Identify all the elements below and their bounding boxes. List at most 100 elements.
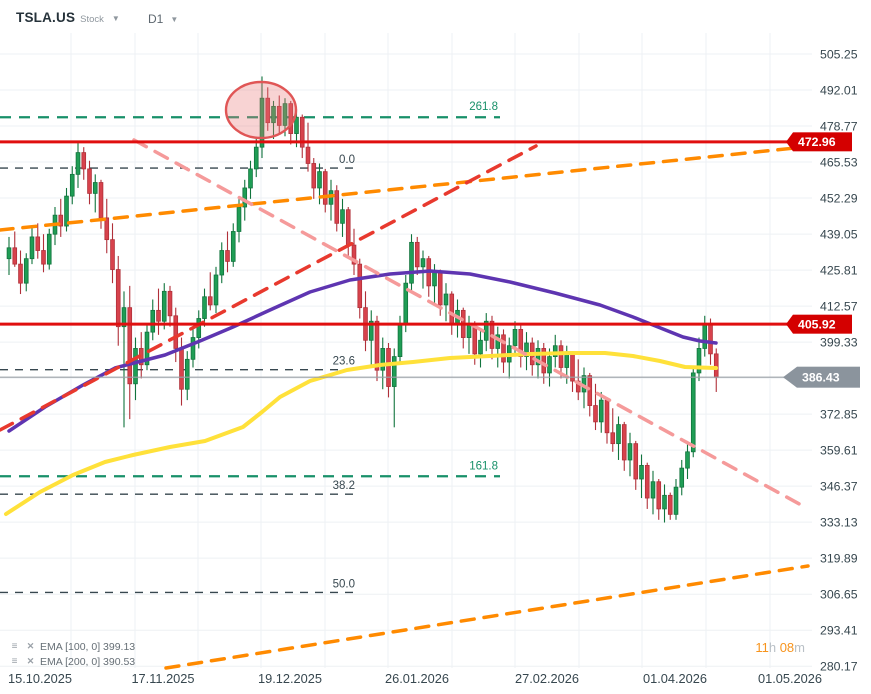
candle-body [110,239,115,270]
candle [115,255,121,346]
candle [690,367,696,458]
candle-body [253,146,259,170]
candle [345,207,351,256]
price-tag-red-box [793,314,852,334]
candle-body [242,187,248,208]
candle-body [29,236,35,260]
candle-body [673,486,679,515]
candle [679,459,685,496]
candle [667,492,673,520]
price-tag-red-text: 405.92 [798,318,836,332]
indicator-settings-icon[interactable]: ≡ [11,656,18,667]
countdown-minutes: 08 [779,640,795,655]
candle [340,198,345,237]
candle-body [368,320,374,341]
countdown-hours: 11 [755,640,769,655]
candle-body [225,250,230,262]
trendline-ascending-red [0,144,538,432]
price-tag-red [786,132,852,152]
candle-body [501,334,506,363]
candle-body [173,315,179,349]
candle-body [144,331,150,366]
candle-body [478,339,483,355]
candle [202,288,207,327]
price-axis-label: 319.89 [820,551,858,565]
candle [621,421,627,471]
candle [656,479,662,520]
indicator-close-icon[interactable]: ✕ [26,641,35,651]
candle-body [593,405,598,423]
candle-body [58,214,64,227]
time-axis-label: 01.04.2026 [643,671,707,686]
candle-body [81,152,87,170]
candle-body [104,217,110,241]
candle [587,372,593,417]
price-axis-label: 492.01 [820,83,858,97]
candle [518,323,524,368]
candle-body [75,152,81,175]
candle [685,443,690,479]
candle-body [644,464,650,499]
candle [81,147,87,180]
indicator-settings-icon[interactable]: ≡ [11,641,18,652]
price-axis-label: 465.53 [820,155,858,169]
candle [311,158,317,199]
price-axis-label: 505.25 [820,47,858,61]
time-axis-label: 26.01.2026 [385,671,449,686]
candle [173,307,179,363]
candle-body [46,233,52,265]
time-axis-label: 17.11.2025 [131,671,194,686]
candle-body [662,494,667,510]
indicator-label: EMA [200, 0] 390.53 [40,655,136,668]
indicator-close-icon[interactable]: ✕ [26,656,35,666]
candle-body [685,451,690,469]
price-axis-label: 412.57 [820,299,858,313]
candle [190,329,196,368]
candle-body [265,97,271,124]
candle [18,250,23,295]
gridlines [0,33,812,668]
candle [529,337,535,376]
candle [259,76,265,159]
candle-body [64,195,69,227]
candle-body [322,171,328,205]
candle-body [213,274,219,306]
candle [41,234,46,273]
candle-body [374,320,380,371]
trendline-ascending-orange-upper [0,146,797,232]
symbol-selector[interactable]: TSLA.US Stock ▼ [16,10,120,25]
candle [87,160,92,205]
candle [501,329,506,373]
price-axis-label: 452.29 [820,191,858,205]
symbol-name: TSLA.US [16,10,76,25]
timeframe-selector[interactable]: D1 ▼ [148,12,178,26]
candle [219,242,225,284]
candle-body [512,328,518,347]
price-axis-label: 280.17 [820,660,858,674]
candle-body [414,241,420,268]
candle-body [696,348,702,374]
fib-level-label: 38.2 [333,480,355,492]
candle-body [202,296,207,319]
price-axis-label: 306.65 [820,587,858,601]
candle [184,351,190,401]
candle-body [35,236,41,251]
candle-body [133,348,138,385]
price-axis-label: 372.85 [820,407,858,421]
candle [12,231,18,267]
candle [673,479,679,520]
candle [420,250,426,289]
candle-body [345,209,351,246]
candle [593,383,598,431]
candle-body [667,494,673,515]
trendline-descending-pink [132,138,805,508]
candle [265,87,271,131]
candle [575,359,581,401]
price-axis-label: 478.77 [820,119,858,133]
candle [610,408,616,452]
price-axis-label: 399.33 [820,335,858,349]
candle [604,397,610,444]
ema-line-ema-200 [4,351,718,516]
